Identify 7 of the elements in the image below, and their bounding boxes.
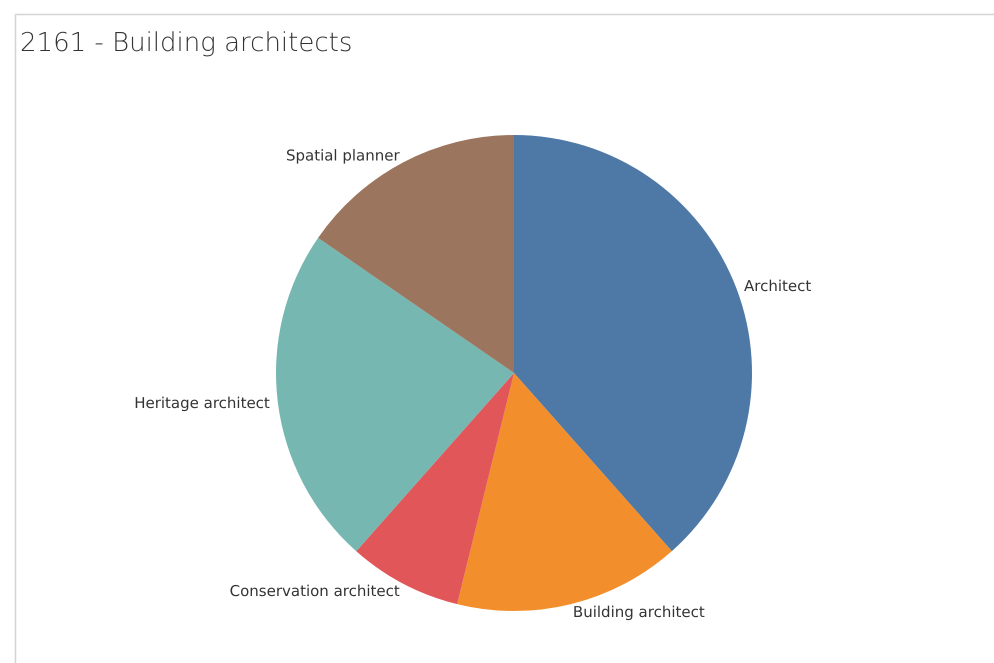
slice-label: Heritage architect — [134, 394, 270, 412]
pie-slice — [276, 238, 514, 552]
slice-label: Conservation architect — [230, 582, 400, 600]
slice-label: Building architect — [572, 603, 705, 622]
chart-title: 2161 - Building architects — [20, 28, 352, 58]
slice-label: Spatial planner — [286, 146, 400, 164]
slice-label: Architect — [744, 277, 812, 296]
